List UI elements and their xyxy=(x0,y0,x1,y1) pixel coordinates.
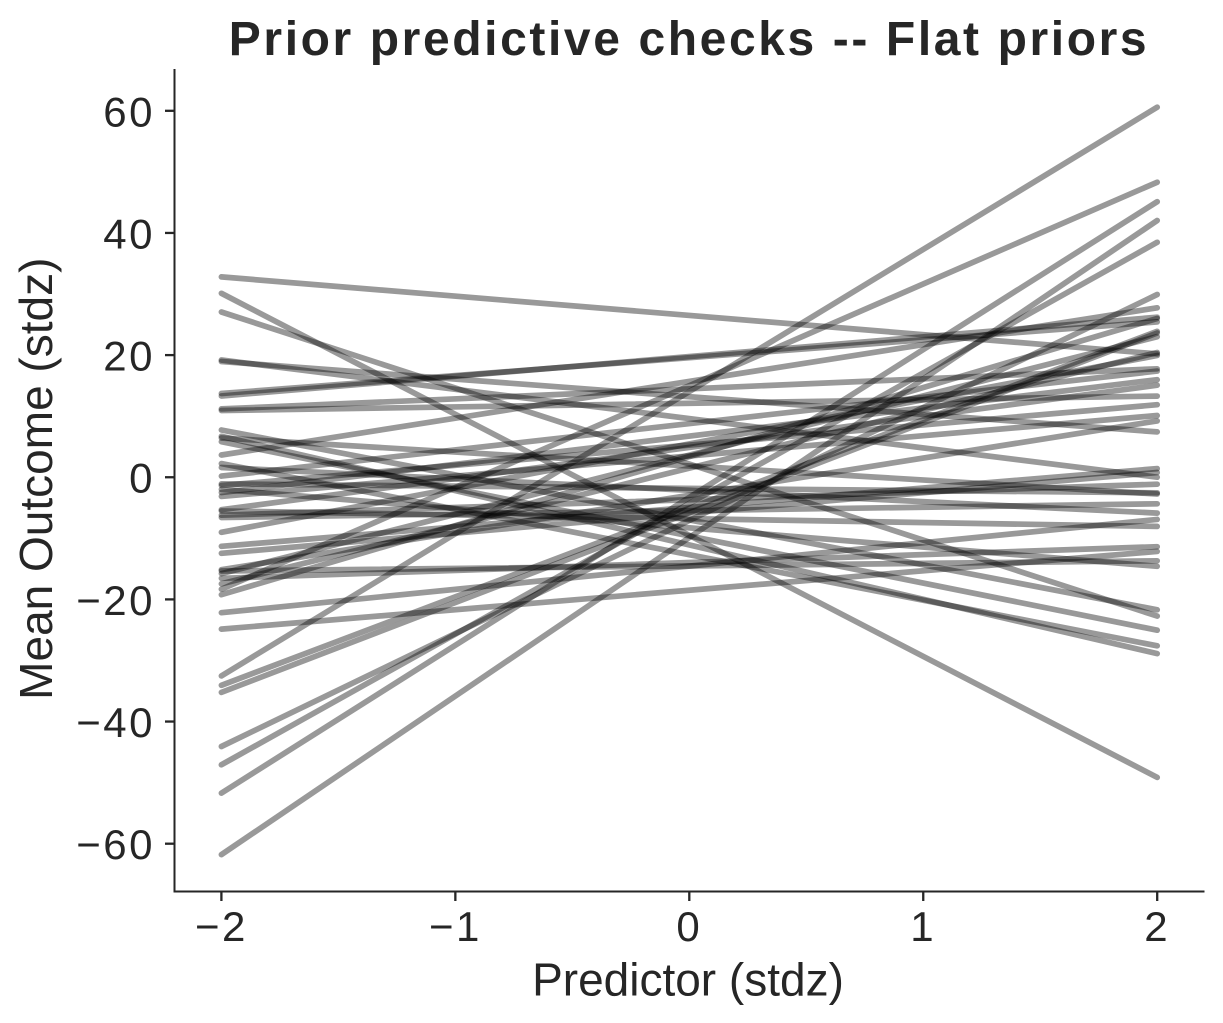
svg-text:60: 60 xyxy=(103,88,155,135)
svg-text:−40: −40 xyxy=(76,699,155,746)
svg-text:1: 1 xyxy=(910,903,936,950)
svg-text:0: 0 xyxy=(129,455,155,502)
svg-text:Mean Outcome (stdz): Mean Outcome (stdz) xyxy=(10,258,62,700)
svg-text:0: 0 xyxy=(676,903,702,950)
svg-text:Predictor (stdz): Predictor (stdz) xyxy=(532,954,844,1006)
svg-text:20: 20 xyxy=(103,333,155,380)
svg-text:−60: −60 xyxy=(76,821,155,868)
svg-text:Prior predictive checks -- Fla: Prior predictive checks -- Flat priors xyxy=(229,13,1149,66)
svg-text:40: 40 xyxy=(103,210,155,257)
svg-text:−1: −1 xyxy=(429,903,482,950)
svg-text:2: 2 xyxy=(1144,903,1170,950)
svg-text:−20: −20 xyxy=(76,577,155,624)
svg-text:−2: −2 xyxy=(195,903,248,950)
